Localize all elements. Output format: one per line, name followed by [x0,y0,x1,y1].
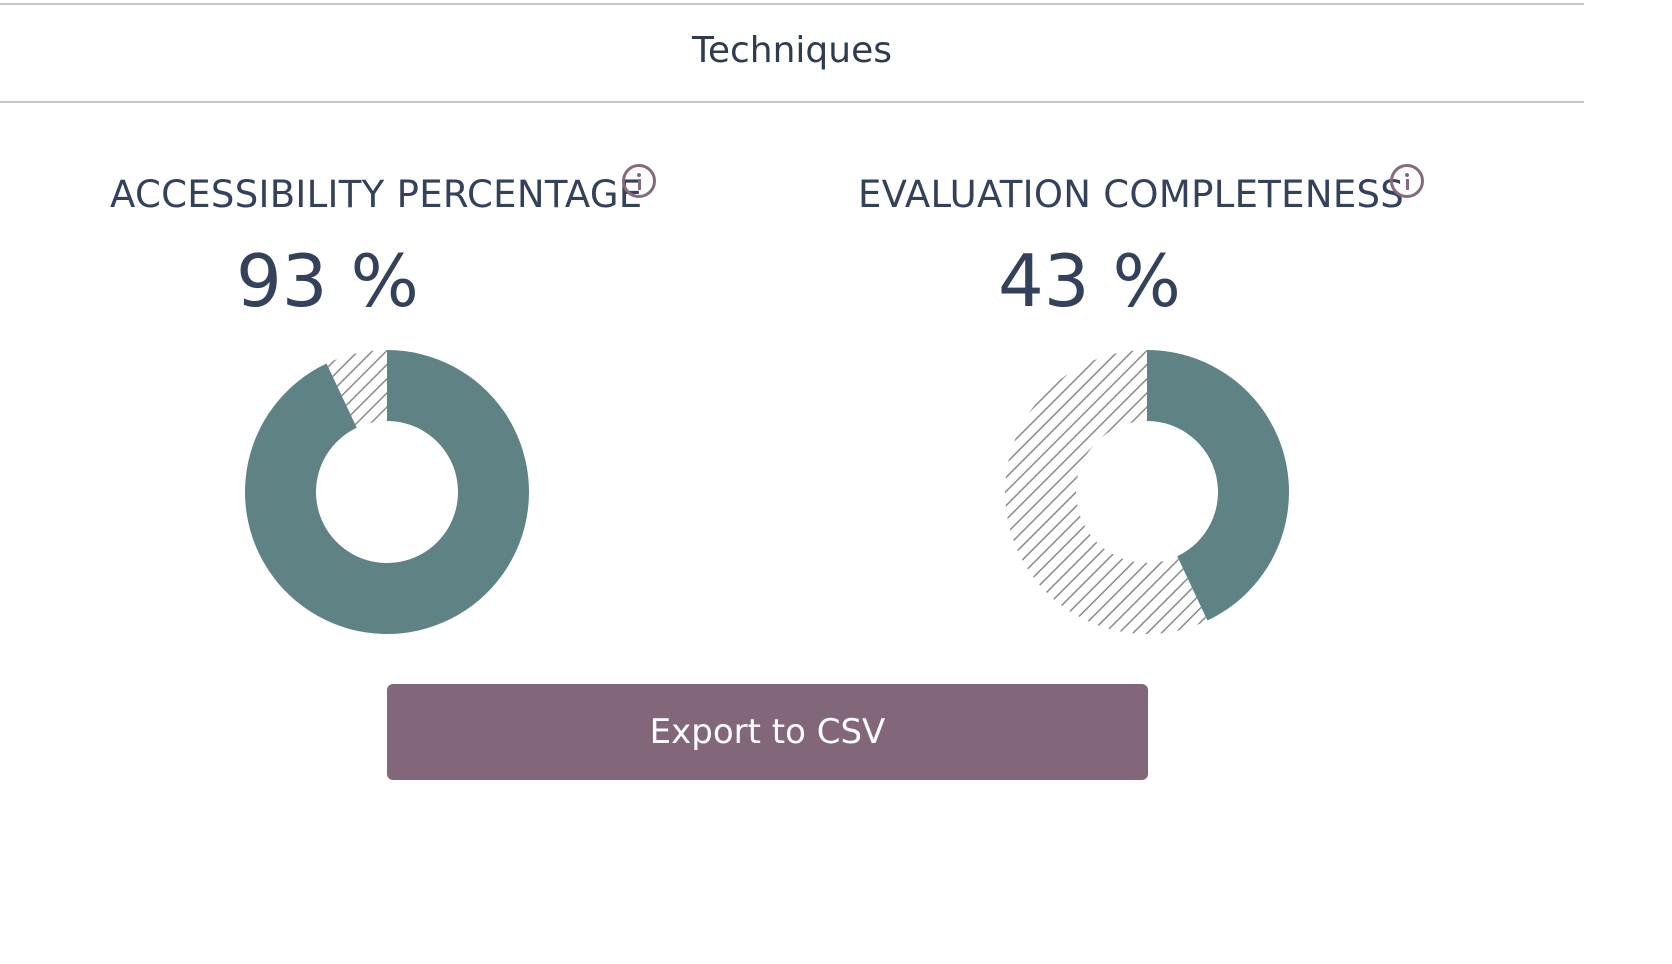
techniques-panel: Techniques ACCESSIBILITY PERCENTAGE 93 %… [0,3,1584,780]
evaluation-completeness-value: 43 % [998,239,1181,323]
evaluation-completeness-label: EVALUATION COMPLETENESS [858,173,1405,216]
donut-remaining-segment [1005,350,1208,634]
accessibility-percentage-label: ACCESSIBILITY PERCENTAGE [110,173,643,216]
info-circle-icon[interactable] [1390,164,1424,198]
info-circle-icon[interactable] [622,164,656,198]
accessibility-percentage-value: 93 % [236,239,419,323]
donut-filled-segment [245,350,529,634]
accessibility-percentage-card: ACCESSIBILITY PERCENTAGE 93 % [0,160,700,650]
donut-filled-segment [1147,350,1289,621]
section-title: Techniques [691,30,893,71]
evaluation-completeness-card: EVALUATION COMPLETENESS 43 % [760,160,1460,650]
header-divider [0,101,1584,103]
evaluation-donut-chart [1005,350,1289,634]
export-to-csv-button[interactable]: Export to CSV [387,684,1148,780]
donut-remaining-segment [326,350,387,428]
accessibility-donut-chart [245,350,529,634]
top-divider [0,3,1584,5]
